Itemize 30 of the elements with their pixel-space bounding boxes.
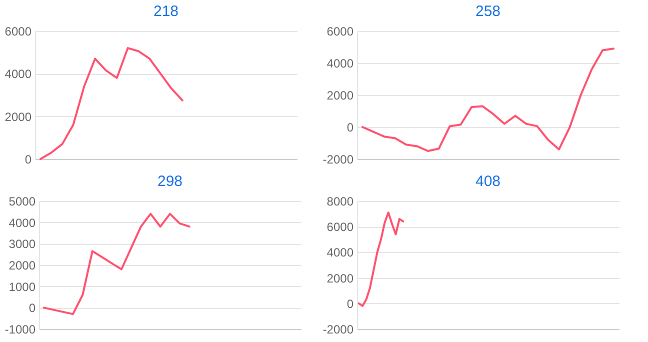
y-tick-label: 6000 <box>326 220 354 234</box>
y-tick-label: 2000 <box>8 258 36 272</box>
y-tick-label: 2000 <box>326 271 354 286</box>
y-tick-label: 4000 <box>8 216 36 230</box>
y-tick-label: 2000 <box>4 110 32 124</box>
y-tick-label: 1000 <box>8 280 36 294</box>
line-series <box>361 48 615 152</box>
y-tick-label: 4000 <box>4 67 32 82</box>
line-series <box>42 212 190 316</box>
y-tick-label: 6000 <box>4 24 32 38</box>
y-tick-label: 6000 <box>326 24 354 38</box>
y-tick-label: 0 <box>24 152 32 166</box>
y-tick-label: 8000 <box>326 194 354 208</box>
chart-title: 258 <box>475 3 501 20</box>
y-tick-label: 0 <box>346 296 354 311</box>
line-series <box>358 212 404 307</box>
y-tick-label: 3000 <box>8 237 36 252</box>
chart-title: 218 <box>153 3 179 20</box>
y-tick-label: -1000 <box>4 322 36 336</box>
chart-title: 408 <box>475 173 501 190</box>
y-tick-label: 5000 <box>8 194 36 208</box>
y-tick-label: 2000 <box>326 88 354 102</box>
y-tick-label: -2000 <box>322 322 354 336</box>
y-tick-label: 0 <box>28 301 36 316</box>
y-tick-label: 4000 <box>326 56 354 70</box>
chart-title: 298 <box>157 173 183 190</box>
y-tick-label: 0 <box>346 120 354 134</box>
y-tick-label: -2000 <box>322 152 354 166</box>
y-tick-label: 4000 <box>326 246 354 260</box>
line-series <box>39 47 184 160</box>
